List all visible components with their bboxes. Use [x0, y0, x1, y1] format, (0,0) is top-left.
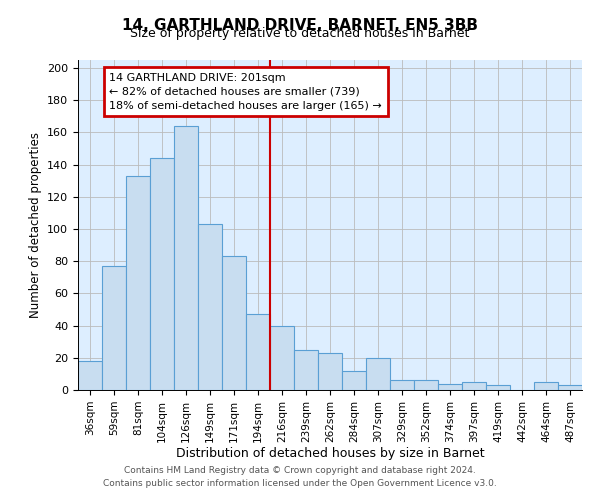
Bar — [174, 126, 198, 390]
Bar — [150, 158, 174, 390]
Y-axis label: Number of detached properties: Number of detached properties — [29, 132, 41, 318]
Bar — [222, 256, 246, 390]
Bar — [102, 266, 126, 390]
Bar — [534, 382, 558, 390]
Text: 14 GARTHLAND DRIVE: 201sqm
← 82% of detached houses are smaller (739)
18% of sem: 14 GARTHLAND DRIVE: 201sqm ← 82% of deta… — [109, 73, 382, 111]
Bar — [294, 350, 318, 390]
Bar — [318, 353, 342, 390]
Bar — [198, 224, 222, 390]
Bar — [270, 326, 294, 390]
Bar — [126, 176, 150, 390]
Bar — [342, 370, 366, 390]
Bar — [246, 314, 270, 390]
X-axis label: Distribution of detached houses by size in Barnet: Distribution of detached houses by size … — [176, 448, 484, 460]
Bar — [390, 380, 414, 390]
Text: Size of property relative to detached houses in Barnet: Size of property relative to detached ho… — [130, 28, 470, 40]
Bar — [558, 385, 582, 390]
Bar — [438, 384, 462, 390]
Bar — [486, 385, 510, 390]
Bar — [366, 358, 390, 390]
Text: Contains HM Land Registry data © Crown copyright and database right 2024.
Contai: Contains HM Land Registry data © Crown c… — [103, 466, 497, 487]
Bar — [414, 380, 438, 390]
Text: 14, GARTHLAND DRIVE, BARNET, EN5 3BB: 14, GARTHLAND DRIVE, BARNET, EN5 3BB — [122, 18, 478, 32]
Bar — [78, 361, 102, 390]
Bar — [462, 382, 486, 390]
